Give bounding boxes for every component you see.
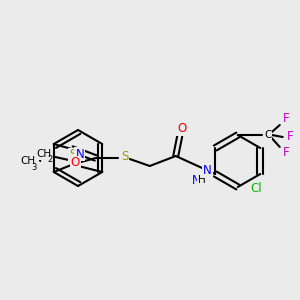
Text: 2: 2	[48, 154, 53, 164]
Text: F: F	[282, 112, 289, 125]
Text: O: O	[70, 157, 80, 169]
Text: 3: 3	[32, 163, 37, 172]
Text: S: S	[121, 151, 128, 164]
Text: S: S	[69, 148, 76, 161]
Text: Cl: Cl	[250, 182, 262, 194]
Text: H: H	[198, 175, 206, 185]
Text: CH: CH	[37, 149, 52, 159]
Text: N: N	[191, 173, 200, 187]
Text: N: N	[203, 164, 212, 178]
Text: F: F	[286, 130, 293, 143]
Text: F: F	[282, 146, 289, 160]
Text: O: O	[177, 122, 186, 136]
Text: N: N	[75, 148, 84, 160]
Text: CH: CH	[21, 156, 36, 166]
Text: C: C	[264, 130, 272, 140]
